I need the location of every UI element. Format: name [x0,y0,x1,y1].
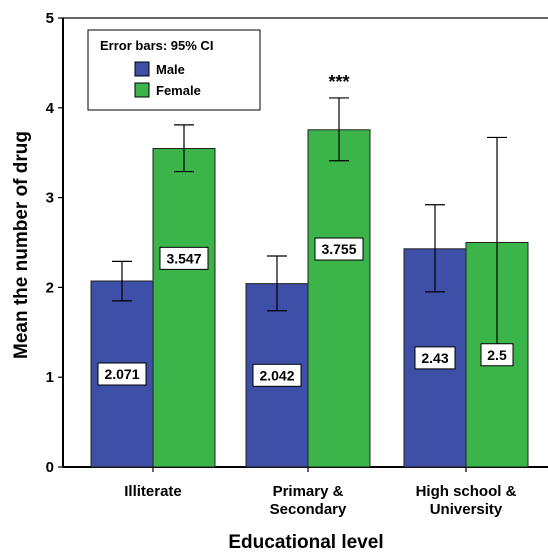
data-label-box [314,237,364,261]
plot-area: 0 1 2 3 4 5 Illiterate 2.071 3.547 *** Primary &Se… [46,10,548,518]
data-label: 3.755 [321,241,356,257]
y-tick-label: 2 [46,279,54,296]
data-label: 2.071 [104,366,139,382]
bar [307,129,371,468]
x-tick-label: University [430,501,503,518]
legend-box [87,29,261,111]
x-tick-label: Secondary [270,501,347,518]
y-tick-label: 4 [46,100,55,117]
data-label: 2.5 [487,347,507,363]
data-label-box [480,343,514,367]
data-label: 3.547 [166,250,201,266]
y-axis-title: Mean the number of drug [11,131,32,359]
legend-title: Error bars: 95% CI [100,38,213,53]
legend-swatch-female [134,82,150,98]
y-tick-label: 5 [46,10,54,27]
x-tick-label: Illiterate [124,483,182,500]
x-tick-label: High school & [416,483,517,500]
y-tick-label: 3 [46,190,54,207]
legend-label-female: Female [156,83,201,98]
data-label-box [159,246,209,270]
y-tick-label: 1 [46,369,54,386]
legend: Error bars: 95% CI Male Female [87,29,261,111]
data-label-box [252,363,302,387]
x-axis-title: Educational level [228,532,383,553]
legend-label-male: Male [156,62,185,77]
significance-label: *** [328,72,349,92]
legend-swatch-male [134,61,150,77]
data-label: 2.042 [259,367,294,383]
y-tick-label: 0 [46,459,54,476]
x-tick-label: Primary & [273,483,344,500]
data-label: 2.43 [421,350,448,366]
data-label-box [97,362,147,386]
data-label-box [414,346,456,370]
bar [152,147,216,468]
